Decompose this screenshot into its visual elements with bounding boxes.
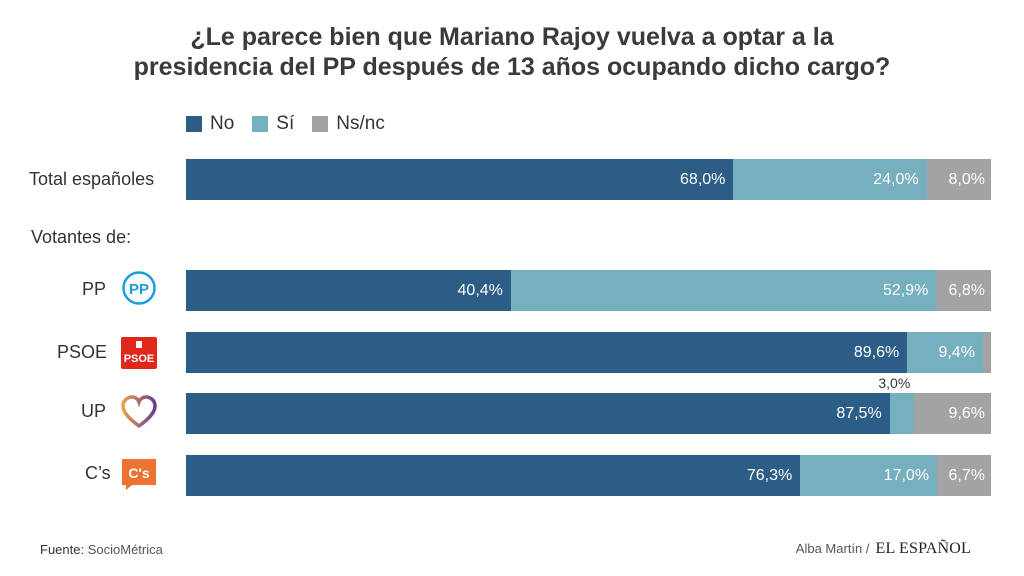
bar-segment-up-no: 87,5% bbox=[186, 393, 890, 434]
value-label-cs-nsnc: 6,7% bbox=[948, 467, 985, 484]
cs-logo-icon: C's bbox=[122, 459, 156, 490]
brand-logo: EL ESPAÑOL bbox=[875, 540, 971, 557]
bar-segment-psoe-no: 89,6% bbox=[186, 332, 908, 373]
legend-swatch-si bbox=[252, 116, 269, 132]
legend-label-no: No bbox=[210, 113, 235, 134]
bar-segment-total-si: 24,0% bbox=[733, 159, 927, 200]
bar-cs: 76,3% 17,0% 6,7% bbox=[186, 455, 991, 496]
bar-segment-pp-no: 40,4% bbox=[186, 270, 511, 311]
bar-total-espanoles: 68,0% 24,0% 8,0% bbox=[186, 159, 991, 200]
legend-swatch-nsnc bbox=[312, 116, 329, 132]
cs-logo-text: C's bbox=[128, 465, 149, 481]
bar-segment-cs-no: 76,3% bbox=[186, 455, 801, 496]
legend-label-si: Sí bbox=[276, 113, 295, 134]
legend-label-nsnc: Ns/nc bbox=[336, 113, 385, 134]
value-label-pp-no: 40,4% bbox=[457, 282, 503, 299]
bar-segment-total-nsnc: 8,0% bbox=[926, 159, 991, 200]
legend-swatch-no bbox=[186, 116, 202, 132]
value-label-psoe-no: 89,6% bbox=[853, 344, 900, 361]
footer-source: Fuente: SocioMétrica bbox=[40, 542, 163, 557]
value-label-total-si: 24,0% bbox=[873, 171, 919, 188]
bar-segment-up-nsnc: 9,6% bbox=[913, 393, 991, 434]
value-label-up-no: 87,5% bbox=[836, 405, 882, 422]
legend-item-nsnc: Ns/nc bbox=[312, 113, 385, 135]
chart-legend: No Sí Ns/nc bbox=[186, 113, 403, 135]
bar-pp: 40,4% 52,9% 6,8% bbox=[186, 270, 991, 311]
psoe-logo-icon: PSOE bbox=[121, 337, 157, 369]
footer-credit: Alba Martín / EL ESPAÑOL bbox=[796, 540, 971, 558]
psoe-logo-text: PSOE bbox=[124, 353, 155, 365]
row-label-pp: PP bbox=[82, 279, 107, 299]
legend-item-no: No bbox=[186, 113, 234, 135]
bar-up: 87,5% 9,6% bbox=[186, 393, 991, 434]
value-label-pp-si: 52,9% bbox=[882, 282, 929, 299]
bar-segment-pp-nsnc: 6,8% bbox=[936, 270, 991, 311]
value-label-cs-si: 17,0% bbox=[883, 467, 930, 484]
row-label-up: UP bbox=[81, 401, 107, 421]
value-label-total-no: 68,0% bbox=[680, 171, 726, 188]
row-label-total: Total españoles bbox=[29, 169, 155, 189]
bar-segment-pp-si: 52,9% bbox=[510, 270, 937, 311]
bar-segment-psoe-si: 9,4% bbox=[907, 332, 983, 373]
source-name: SocioMétrica bbox=[87, 542, 163, 557]
chart-title-line-1: ¿Le parece bien que Mariano Rajoy vuelva… bbox=[190, 23, 834, 51]
pp-logo-icon: PP bbox=[122, 271, 156, 305]
bar-psoe: 89,6% 9,4% bbox=[186, 332, 991, 373]
source-label: Fuente: bbox=[40, 542, 85, 557]
value-label-pp-nsnc: 6,8% bbox=[948, 282, 985, 299]
value-label-psoe-si: 9,4% bbox=[938, 344, 975, 361]
group-label-votantes: Votantes de: bbox=[31, 227, 132, 247]
bar-segment-cs-nsnc: 6,7% bbox=[937, 455, 991, 496]
chart-title-line-2: presidencia del PP después de 13 años oc… bbox=[133, 53, 891, 81]
bar-segment-cs-si: 17,0% bbox=[800, 455, 938, 496]
legend-item-si: Sí bbox=[252, 113, 294, 135]
value-label-cs-no: 76,3% bbox=[746, 467, 793, 484]
row-label-cs: C’s bbox=[85, 463, 111, 483]
bar-segment-psoe-nsnc bbox=[982, 332, 991, 373]
up-heart-icon bbox=[121, 395, 157, 429]
up-si-outside-label: 3,0% bbox=[878, 375, 911, 391]
bar-segment-up-si bbox=[889, 393, 914, 434]
row-label-psoe: PSOE bbox=[57, 342, 108, 362]
pp-logo-text: PP bbox=[129, 281, 149, 298]
value-label-total-nsnc: 8,0% bbox=[948, 171, 985, 188]
author-name: Alba Martín / bbox=[795, 541, 870, 556]
bar-segment-total-no: 68,0% bbox=[186, 159, 734, 200]
value-label-up-nsnc: 9,6% bbox=[948, 405, 985, 422]
chart-title: ¿Le parece bien que Mariano Rajoy vuelva… bbox=[0, 22, 1024, 82]
